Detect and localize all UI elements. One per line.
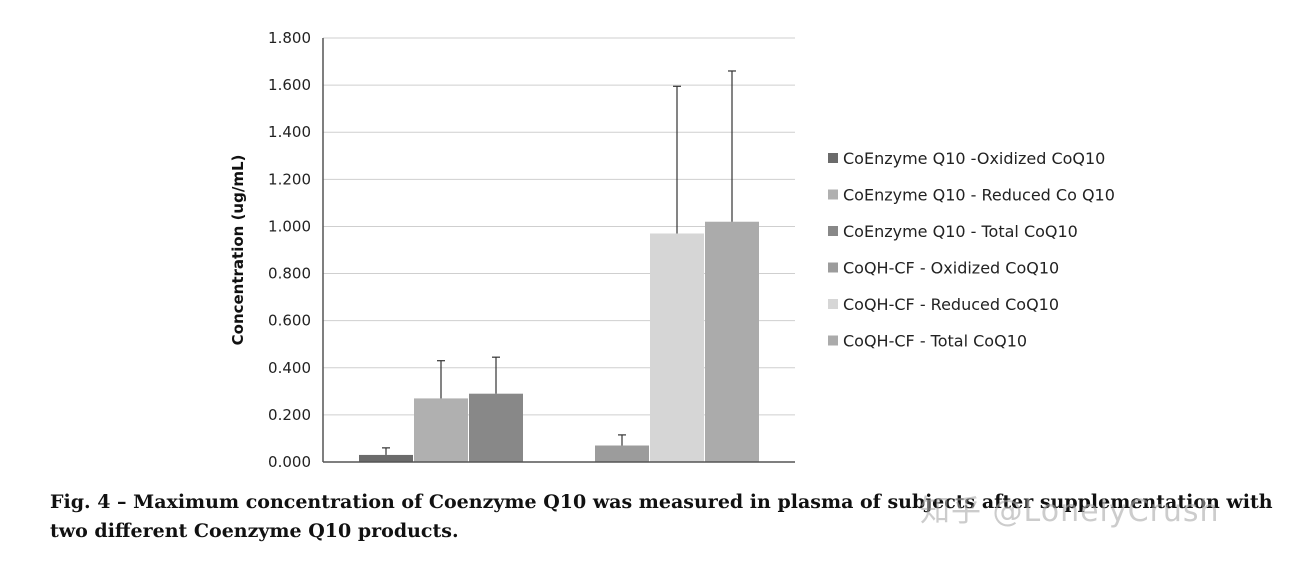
bar xyxy=(595,445,649,462)
y-tick-label: 0.800 xyxy=(268,265,311,283)
bar xyxy=(650,233,704,462)
legend-swatch xyxy=(828,226,838,236)
legend-swatch xyxy=(828,335,838,346)
y-tick-labels: 0.000 0.200 0.400 0.600 0.800 1.000 1.200 1.400… xyxy=(268,29,311,471)
legend-label: CoQH-CF - Oxidized CoQ10 xyxy=(843,259,1059,278)
y-tick-label: 1.600 xyxy=(268,76,311,94)
legend-label: CoQH-CF - Total CoQ10 xyxy=(843,332,1027,351)
legend-swatch xyxy=(828,189,838,200)
y-axis-label: Concentration (ug/mL) xyxy=(229,155,247,346)
bar xyxy=(469,393,523,462)
watermark: 知乎 @LonelyCrush xyxy=(920,494,1220,529)
y-tick-label: 1.800 xyxy=(268,29,311,47)
y-tick-label: 0.000 xyxy=(268,453,311,471)
y-tick-label: 1.200 xyxy=(268,170,311,188)
y-tick-label: 0.400 xyxy=(268,359,311,377)
legend-label: CoQH-CF - Reduced CoQ10 xyxy=(843,295,1059,314)
bar xyxy=(414,398,468,462)
bars xyxy=(359,221,759,462)
legend-label: CoEnzyme Q10 -Oxidized CoQ10 xyxy=(843,149,1105,168)
legend-swatch xyxy=(828,262,838,273)
y-tick-label: 1.400 xyxy=(268,123,311,141)
y-tick-label: 0.600 xyxy=(268,312,311,330)
legend-swatch xyxy=(828,299,838,309)
error-bars xyxy=(382,70,736,455)
bar-chart: 0.000 0.200 0.400 0.600 0.800 1.000 1.200 1.400… xyxy=(229,29,1115,471)
y-tick-label: 1.000 xyxy=(268,217,311,235)
figure-caption: Fig. 4 – Maximum concentration of Coenzy… xyxy=(50,491,1273,542)
legend-label: CoEnzyme Q10 - Total CoQ10 xyxy=(843,222,1078,241)
legend-swatch xyxy=(828,153,838,163)
bar xyxy=(705,221,759,462)
legend-label: CoEnzyme Q10 - Reduced Co Q10 xyxy=(843,186,1115,205)
bar xyxy=(359,454,413,462)
y-tick-label: 0.200 xyxy=(268,406,311,424)
gridlines xyxy=(323,37,795,416)
legend: CoEnzyme Q10 -Oxidized CoQ10 CoEnzyme Q10… xyxy=(828,149,1115,351)
